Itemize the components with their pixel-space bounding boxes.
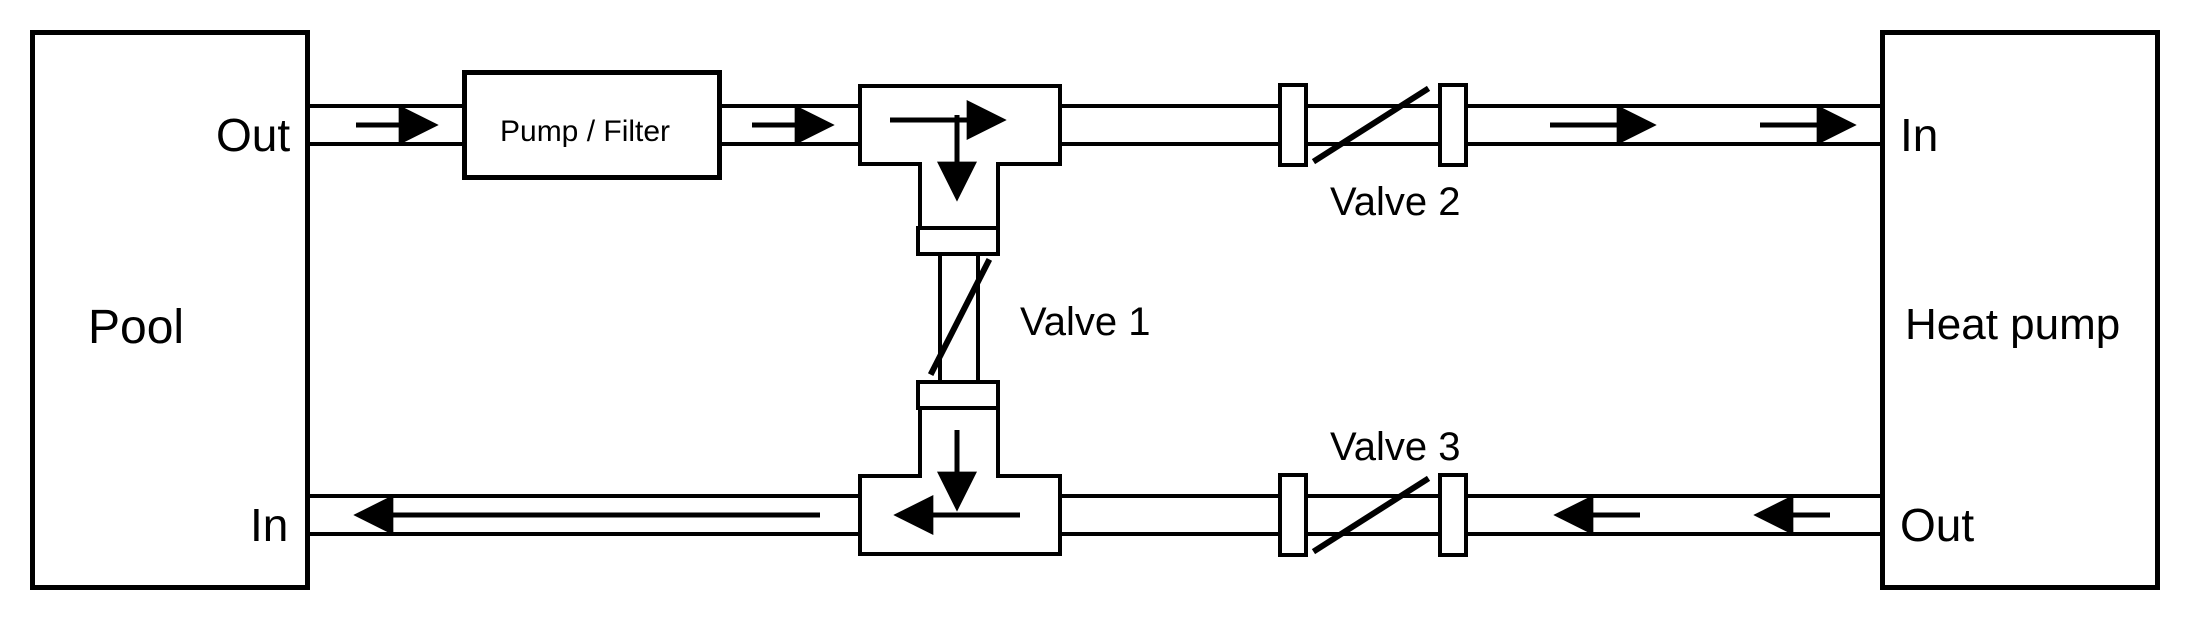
pool-out-label: Out — [216, 108, 290, 162]
hp-out-label: Out — [1900, 498, 1974, 552]
diagram-canvas: Pool Heat pump Pump / Filter Out In In O… — [0, 0, 2193, 634]
valve3-label: Valve 3 — [1330, 425, 1460, 470]
heatpump-label: Heat pump — [1905, 300, 2120, 350]
valve2-label: Valve 2 — [1330, 180, 1460, 225]
valve1-label: Valve 1 — [1020, 300, 1150, 345]
pumpfilter-label: Pump / Filter — [500, 115, 670, 149]
hp-in-label: In — [1900, 108, 1938, 162]
pool-in-label: In — [250, 498, 288, 552]
pool-label: Pool — [88, 300, 184, 355]
